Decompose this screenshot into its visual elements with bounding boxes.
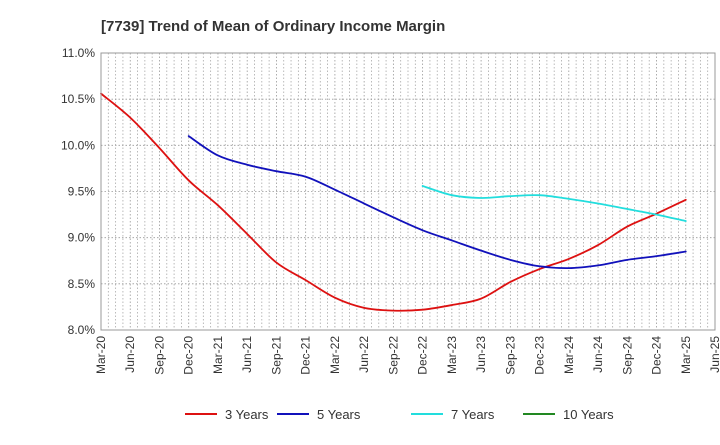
x-tick-label: Sep-20 xyxy=(152,336,166,375)
y-tick-label: 10.5% xyxy=(61,92,95,106)
y-tick-label: 8.0% xyxy=(68,323,96,337)
legend-label-3-years: 3 Years xyxy=(225,407,269,422)
x-tick-label: Jun-23 xyxy=(474,336,488,373)
y-tick-label: 10.0% xyxy=(61,138,95,152)
x-axis-ticks: Mar-20 Jun-20 Sep-20 Dec-20 Mar-21 Jun-21 Sep-… xyxy=(94,336,720,375)
x-tick-label: Jun-25 xyxy=(708,336,720,373)
legend-label-10-years: 10 Years xyxy=(563,407,614,422)
x-tick-label: Sep-24 xyxy=(620,336,634,375)
legend-label-5-years: 5 Years xyxy=(317,407,361,422)
grid xyxy=(101,53,715,330)
x-tick-label: Jun-22 xyxy=(357,336,371,373)
x-tick-label: Jun-24 xyxy=(591,336,605,373)
x-tick-label: Dec-20 xyxy=(182,336,196,375)
series-lines xyxy=(100,92,687,312)
x-tick-label: Dec-22 xyxy=(416,336,430,375)
x-tick-label: Sep-23 xyxy=(503,336,517,375)
legend: 3 Years 5 Years 7 Years 10 Years xyxy=(185,407,614,422)
x-tick-label: Dec-23 xyxy=(533,336,547,375)
x-tick-label: Sep-21 xyxy=(269,336,283,375)
x-tick-label: Mar-20 xyxy=(94,336,108,374)
x-tick-label: Mar-23 xyxy=(445,336,459,374)
x-tick-label: Mar-22 xyxy=(328,336,342,374)
x-tick-label: Dec-21 xyxy=(299,336,313,375)
x-tick-label: Mar-25 xyxy=(679,336,693,374)
series-line-7-years xyxy=(421,185,687,222)
y-tick-label: 9.5% xyxy=(68,185,96,199)
plot-frame xyxy=(100,52,716,331)
x-tick-label: Mar-21 xyxy=(211,336,225,374)
y-axis-ticks: 8.0% 8.5% 9.0% 9.5% 10.0% 10.5% 11.0% xyxy=(61,46,95,337)
series-line-3-years xyxy=(100,92,687,312)
x-tick-label: Mar-24 xyxy=(562,336,576,374)
series-line-5-years xyxy=(187,135,687,270)
x-tick-label: Jun-21 xyxy=(240,336,254,373)
chart-title: [7739] Trend of Mean of Ordinary Income … xyxy=(101,18,445,35)
y-tick-label: 9.0% xyxy=(68,231,96,245)
x-tick-label: Sep-22 xyxy=(386,336,400,375)
x-tick-label: Jun-20 xyxy=(123,336,137,373)
y-tick-label: 8.5% xyxy=(68,277,96,291)
legend-label-7-years: 7 Years xyxy=(451,407,495,422)
x-tick-label: Dec-24 xyxy=(650,336,664,375)
y-tick-label: 11.0% xyxy=(62,46,95,60)
